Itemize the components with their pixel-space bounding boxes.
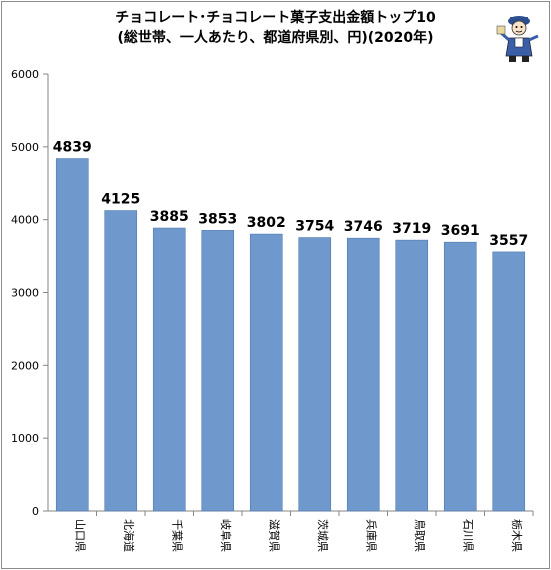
bar-value-label: 3885 <box>150 209 189 225</box>
bar <box>152 227 186 512</box>
bar-value-label: 3557 <box>489 233 528 249</box>
bar-value-label: 3754 <box>295 219 334 235</box>
y-tick-label: 3000 <box>11 287 39 300</box>
y-tick-label: 4000 <box>11 214 39 227</box>
y-tick-label: 1000 <box>11 432 39 445</box>
mascot-icon <box>496 16 539 62</box>
bar <box>443 241 477 512</box>
bar <box>55 158 89 512</box>
bar-value-label: 4125 <box>101 192 140 208</box>
bar-value-label: 3853 <box>198 211 237 227</box>
bar <box>346 237 380 512</box>
category-label: 鳥取県 <box>413 519 427 552</box>
chart-title-line-2: (総世帯、一人あたり、都道府県別、円)(2020年) <box>117 30 434 46</box>
category-label: 千葉県 <box>170 519 184 552</box>
bar-value-label: 3719 <box>392 221 431 237</box>
category-label: 山口県 <box>73 519 86 552</box>
category-label: 北海道 <box>122 519 136 552</box>
category-label: 兵庫県 <box>364 519 378 552</box>
y-tick-label: 2000 <box>11 359 39 372</box>
bar <box>201 230 235 512</box>
category-label: 滋賀県 <box>267 519 280 552</box>
category-label: 岐阜県 <box>219 519 232 552</box>
bar-value-label: 3802 <box>247 215 286 231</box>
category-label: 栃木県 <box>510 519 524 552</box>
y-tick-label: 5000 <box>11 141 39 154</box>
category-label: 茨城県 <box>316 519 330 552</box>
bar <box>395 239 429 512</box>
bar <box>249 233 283 512</box>
chart-title-line-1: チョコレート･チョコレート菓子支出金額トップ10 <box>115 10 436 26</box>
bar <box>492 251 526 512</box>
bar <box>298 237 332 512</box>
chart-title: チョコレート･チョコレート菓子支出金額トップ10 (総世帯、一人あたり、都道府県… <box>0 8 551 48</box>
y-tick-label: 0 <box>32 505 39 518</box>
bar-value-label: 4839 <box>53 140 92 156</box>
y-tick-label: 6000 <box>11 68 39 81</box>
bar-value-label: 3691 <box>441 223 480 239</box>
bar <box>104 210 138 512</box>
category-label: 石川県 <box>461 519 474 552</box>
bar-value-label: 3746 <box>344 219 383 235</box>
